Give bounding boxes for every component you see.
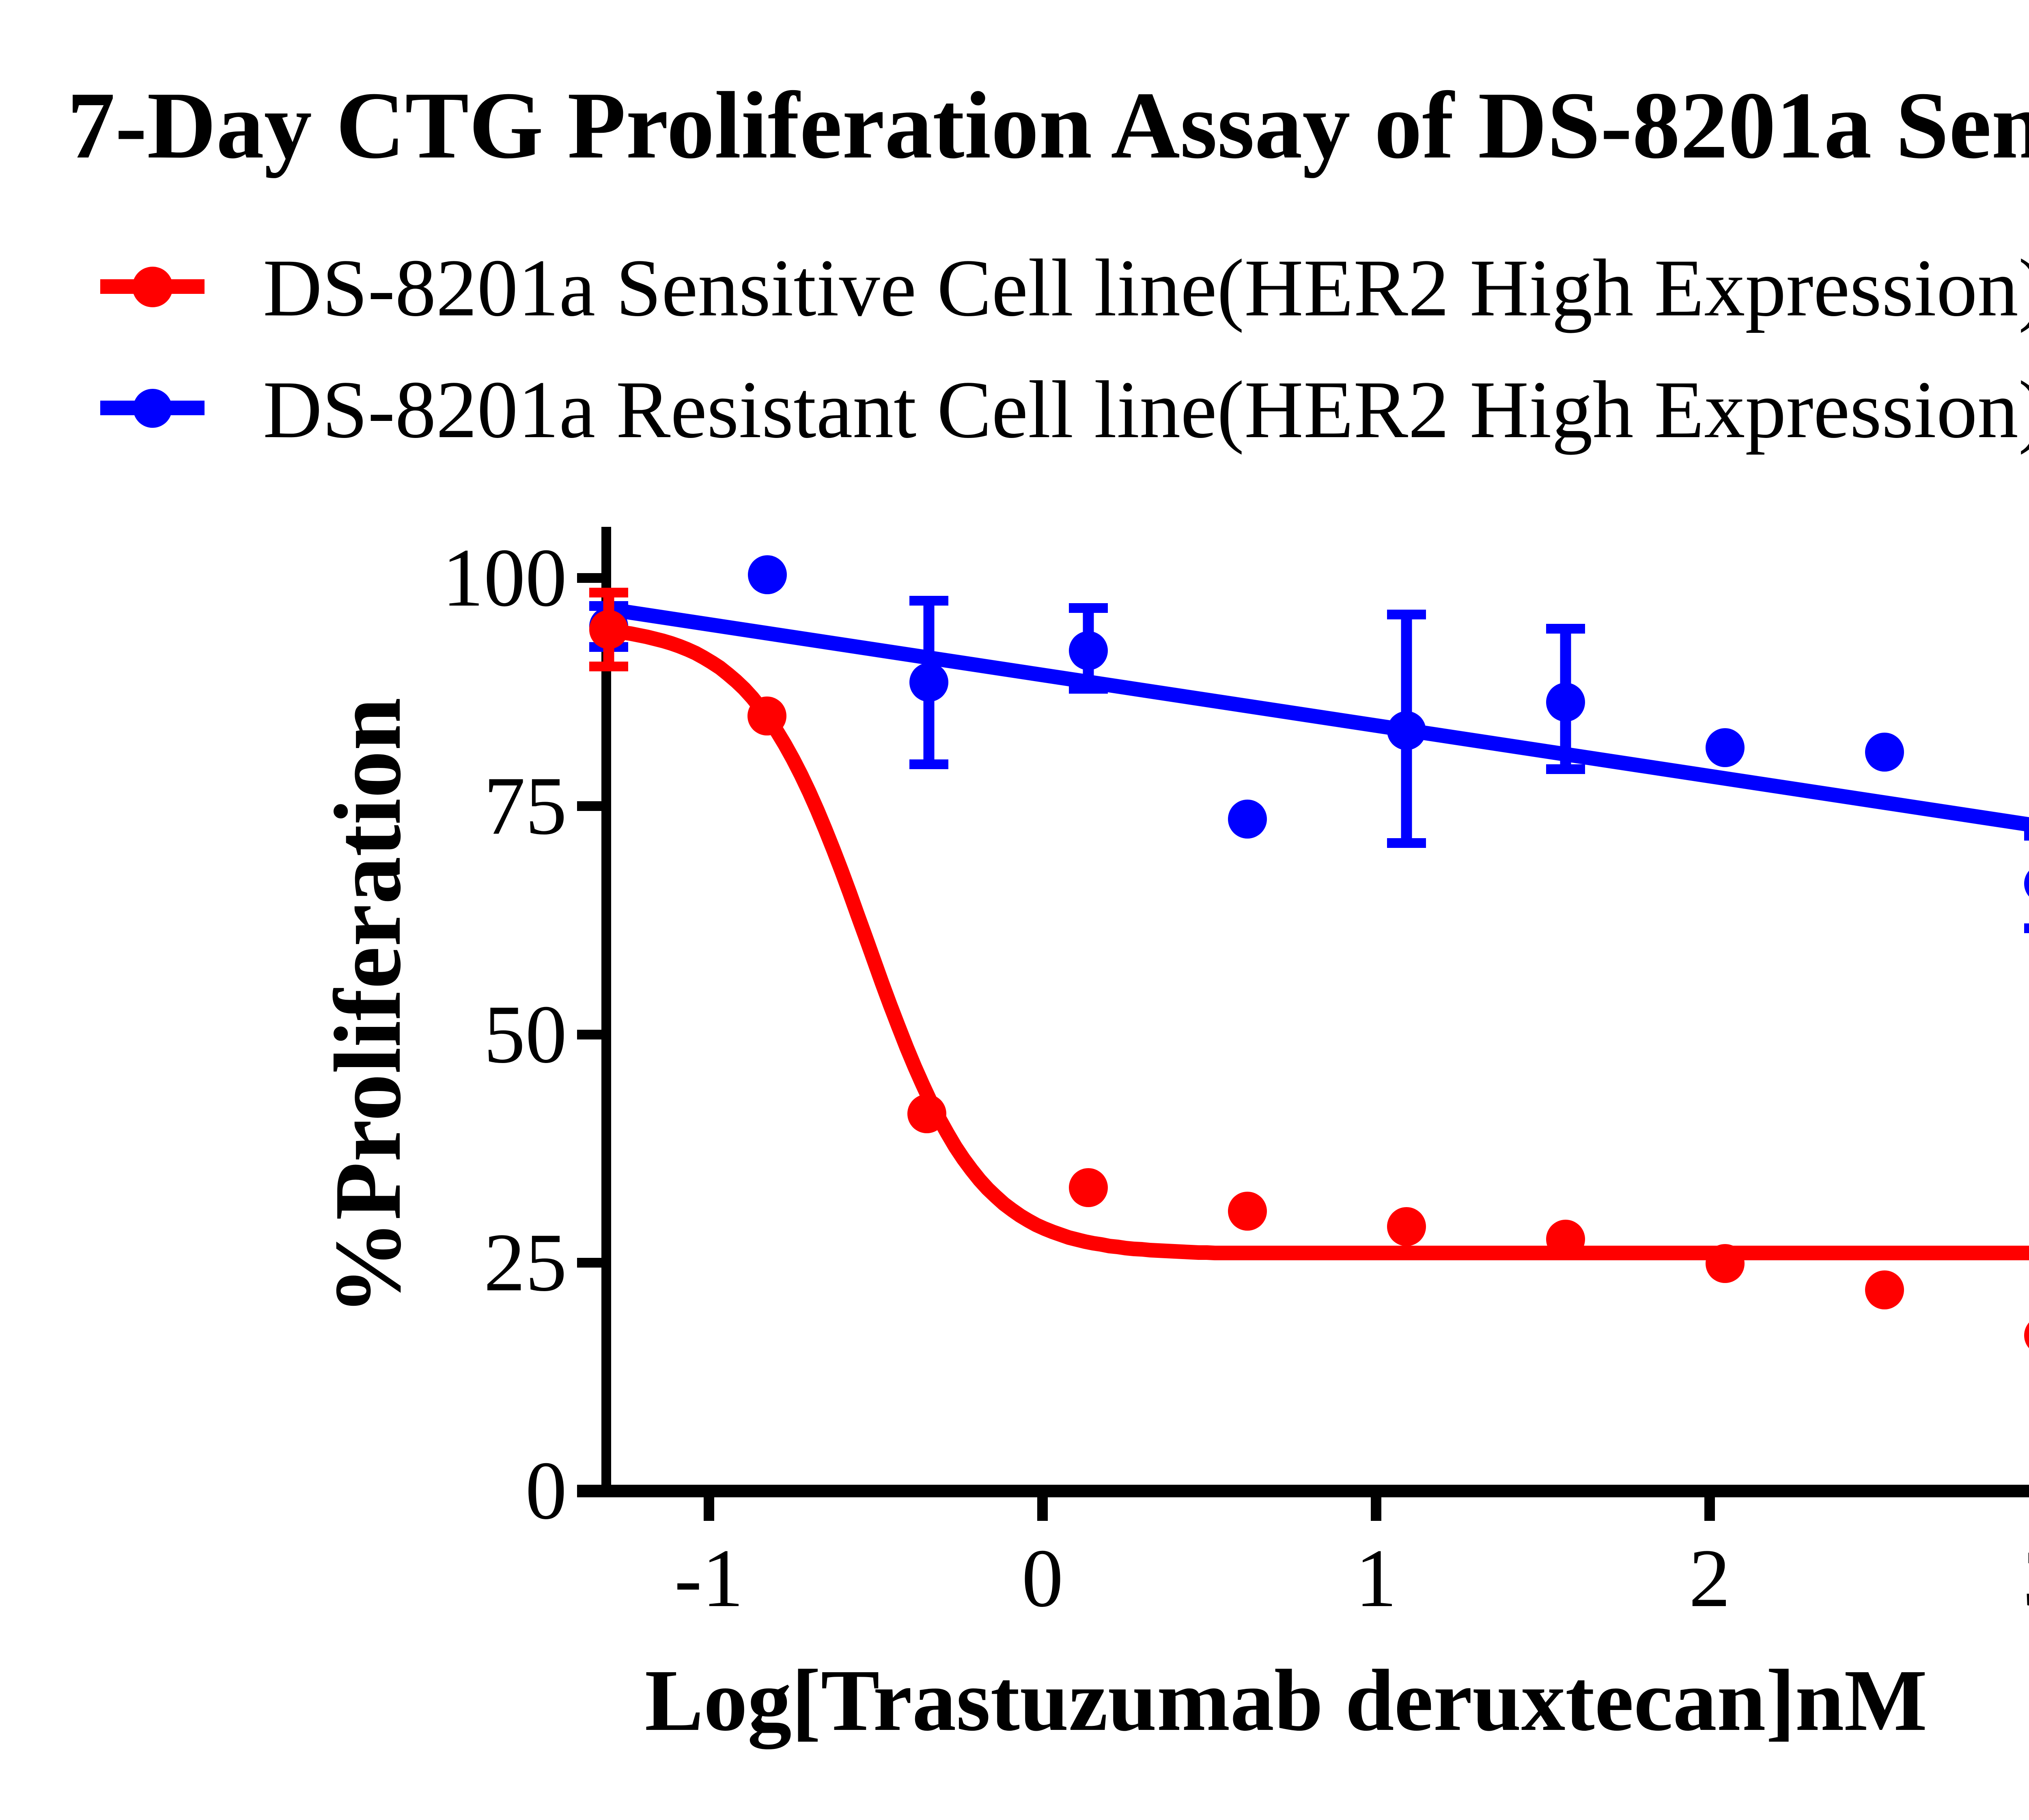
- svg-text:75: 75: [484, 760, 567, 852]
- svg-text:50: 50: [484, 988, 567, 1080]
- svg-text:-1: -1: [674, 1532, 744, 1624]
- svg-text:3: 3: [2023, 1532, 2029, 1624]
- svg-text:0: 0: [1022, 1532, 1064, 1624]
- svg-text:DS-8201a Sensitive Cell line(H: DS-8201a Sensitive Cell line(HER2 High E…: [263, 242, 2029, 333]
- svg-text:Log[Trastuzumab deruxtecan]nM: Log[Trastuzumab deruxtecan]nM: [645, 1652, 1927, 1749]
- svg-text:25: 25: [484, 1216, 567, 1309]
- svg-text:7-Day CTG Proliferation Assay: 7-Day CTG Proliferation Assay of DS-8201…: [67, 73, 2029, 179]
- svg-text:DS-8201a Resistant Cell line(H: DS-8201a Resistant Cell line(HER2 High E…: [263, 364, 2029, 455]
- svg-text:100: 100: [442, 532, 567, 624]
- svg-text:1: 1: [1355, 1532, 1397, 1624]
- svg-text:0: 0: [526, 1445, 567, 1537]
- svg-text:2: 2: [1689, 1532, 1731, 1624]
- svg-text:%Proliferation: %Proliferation: [315, 698, 420, 1316]
